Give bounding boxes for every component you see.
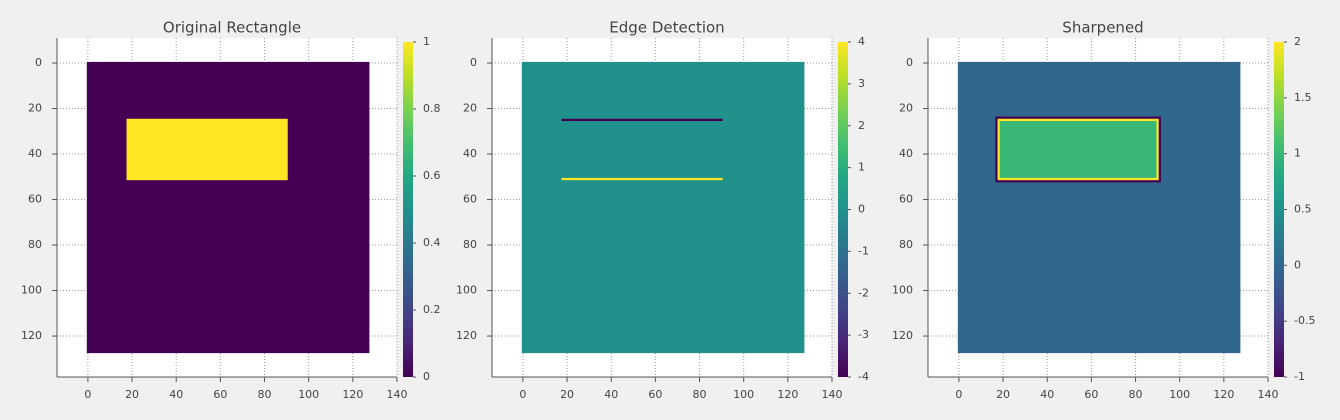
y-tick-label: 100 bbox=[456, 284, 477, 297]
colorbar-tick-label: -4 bbox=[858, 370, 869, 383]
colorbar-tick-label: 0.5 bbox=[1294, 203, 1312, 216]
x-tick-label: 100 bbox=[298, 388, 319, 401]
colorbar bbox=[1274, 42, 1284, 377]
colorbar-tick-label: 2 bbox=[858, 119, 865, 132]
heatmap-cell bbox=[999, 121, 1157, 178]
colorbar-tick-label: 1 bbox=[423, 35, 430, 48]
colorbar-tick-label: 1 bbox=[858, 161, 865, 174]
y-tick-label: 20 bbox=[28, 102, 42, 115]
x-tick-label: 140 bbox=[822, 388, 843, 401]
x-tick-label: 20 bbox=[560, 388, 574, 401]
y-tick-label: 40 bbox=[899, 147, 913, 160]
heatmap-cell bbox=[561, 177, 723, 181]
colorbar-tick-label: 0 bbox=[858, 203, 865, 216]
colorbar-tick-label: 0.4 bbox=[423, 236, 441, 249]
y-tick-label: 20 bbox=[463, 102, 477, 115]
y-tick-label: 120 bbox=[456, 329, 477, 342]
y-tick-label: 100 bbox=[21, 284, 42, 297]
heatmap-cell bbox=[126, 118, 288, 181]
x-tick-label: 100 bbox=[733, 388, 754, 401]
colorbar-tick-label: -3 bbox=[858, 328, 869, 341]
x-tick-label: 60 bbox=[648, 388, 662, 401]
x-tick-label: 120 bbox=[1213, 388, 1234, 401]
y-tick-label: 40 bbox=[463, 147, 477, 160]
colorbar-tick-label: -2 bbox=[858, 286, 869, 299]
heatmap-cell bbox=[561, 118, 723, 122]
colorbar-tick-label: 2 bbox=[1294, 35, 1301, 48]
y-tick-label: 60 bbox=[28, 193, 42, 206]
x-tick-label: 60 bbox=[213, 388, 227, 401]
x-tick-label: 0 bbox=[519, 388, 526, 401]
x-tick-label: 80 bbox=[693, 388, 707, 401]
chart-title: Sharpened bbox=[1062, 19, 1143, 37]
y-tick-label: 60 bbox=[463, 193, 477, 206]
y-tick-label: 80 bbox=[28, 238, 42, 251]
colorbar-tick-label: 1 bbox=[1294, 147, 1301, 160]
y-tick-label: 120 bbox=[892, 329, 913, 342]
x-tick-label: 120 bbox=[342, 388, 363, 401]
x-tick-label: 0 bbox=[955, 388, 962, 401]
heatmap-cell bbox=[521, 61, 805, 354]
x-tick-label: 40 bbox=[604, 388, 618, 401]
x-tick-label: 40 bbox=[169, 388, 183, 401]
chart-title: Edge Detection bbox=[609, 19, 724, 37]
colorbar bbox=[838, 42, 848, 377]
colorbar-tick-label: 0.8 bbox=[423, 102, 441, 115]
heatmap-cell bbox=[86, 61, 370, 354]
x-tick-label: 20 bbox=[996, 388, 1010, 401]
x-tick-label: 140 bbox=[1258, 388, 1279, 401]
y-tick-label: 120 bbox=[21, 329, 42, 342]
y-tick-label: 0 bbox=[35, 56, 42, 69]
y-tick-label: 80 bbox=[899, 238, 913, 251]
colorbar-tick-label: 1.5 bbox=[1294, 91, 1312, 104]
x-tick-label: 40 bbox=[1040, 388, 1054, 401]
x-tick-label: 80 bbox=[1129, 388, 1143, 401]
x-tick-label: 100 bbox=[1169, 388, 1190, 401]
x-tick-label: 20 bbox=[125, 388, 139, 401]
y-tick-label: 0 bbox=[470, 56, 477, 69]
chart-title: Original Rectangle bbox=[163, 19, 301, 37]
y-tick-label: 0 bbox=[906, 56, 913, 69]
x-tick-label: 60 bbox=[1084, 388, 1098, 401]
heatmap-cell bbox=[957, 61, 1241, 354]
colorbar-tick-label: 0 bbox=[1294, 258, 1301, 271]
y-tick-label: 100 bbox=[892, 284, 913, 297]
colorbar-tick-label: 0 bbox=[423, 370, 430, 383]
colorbar-tick-label: 0.6 bbox=[423, 169, 441, 182]
colorbar bbox=[403, 42, 413, 377]
x-tick-label: 80 bbox=[258, 388, 272, 401]
y-tick-label: 40 bbox=[28, 147, 42, 160]
x-tick-label: 120 bbox=[777, 388, 798, 401]
colorbar-tick-label: 4 bbox=[858, 35, 865, 48]
x-tick-label: 0 bbox=[84, 388, 91, 401]
colorbar-tick-label: 0.2 bbox=[423, 303, 441, 316]
x-tick-label: 140 bbox=[387, 388, 408, 401]
y-tick-label: 80 bbox=[463, 238, 477, 251]
y-tick-label: 20 bbox=[899, 102, 913, 115]
colorbar-tick-label: 3 bbox=[858, 77, 865, 90]
colorbar-tick-label: -1 bbox=[1294, 370, 1305, 383]
colorbar-tick-label: -1 bbox=[858, 244, 869, 257]
colorbar-tick-label: -0.5 bbox=[1294, 314, 1315, 327]
y-tick-label: 60 bbox=[899, 193, 913, 206]
